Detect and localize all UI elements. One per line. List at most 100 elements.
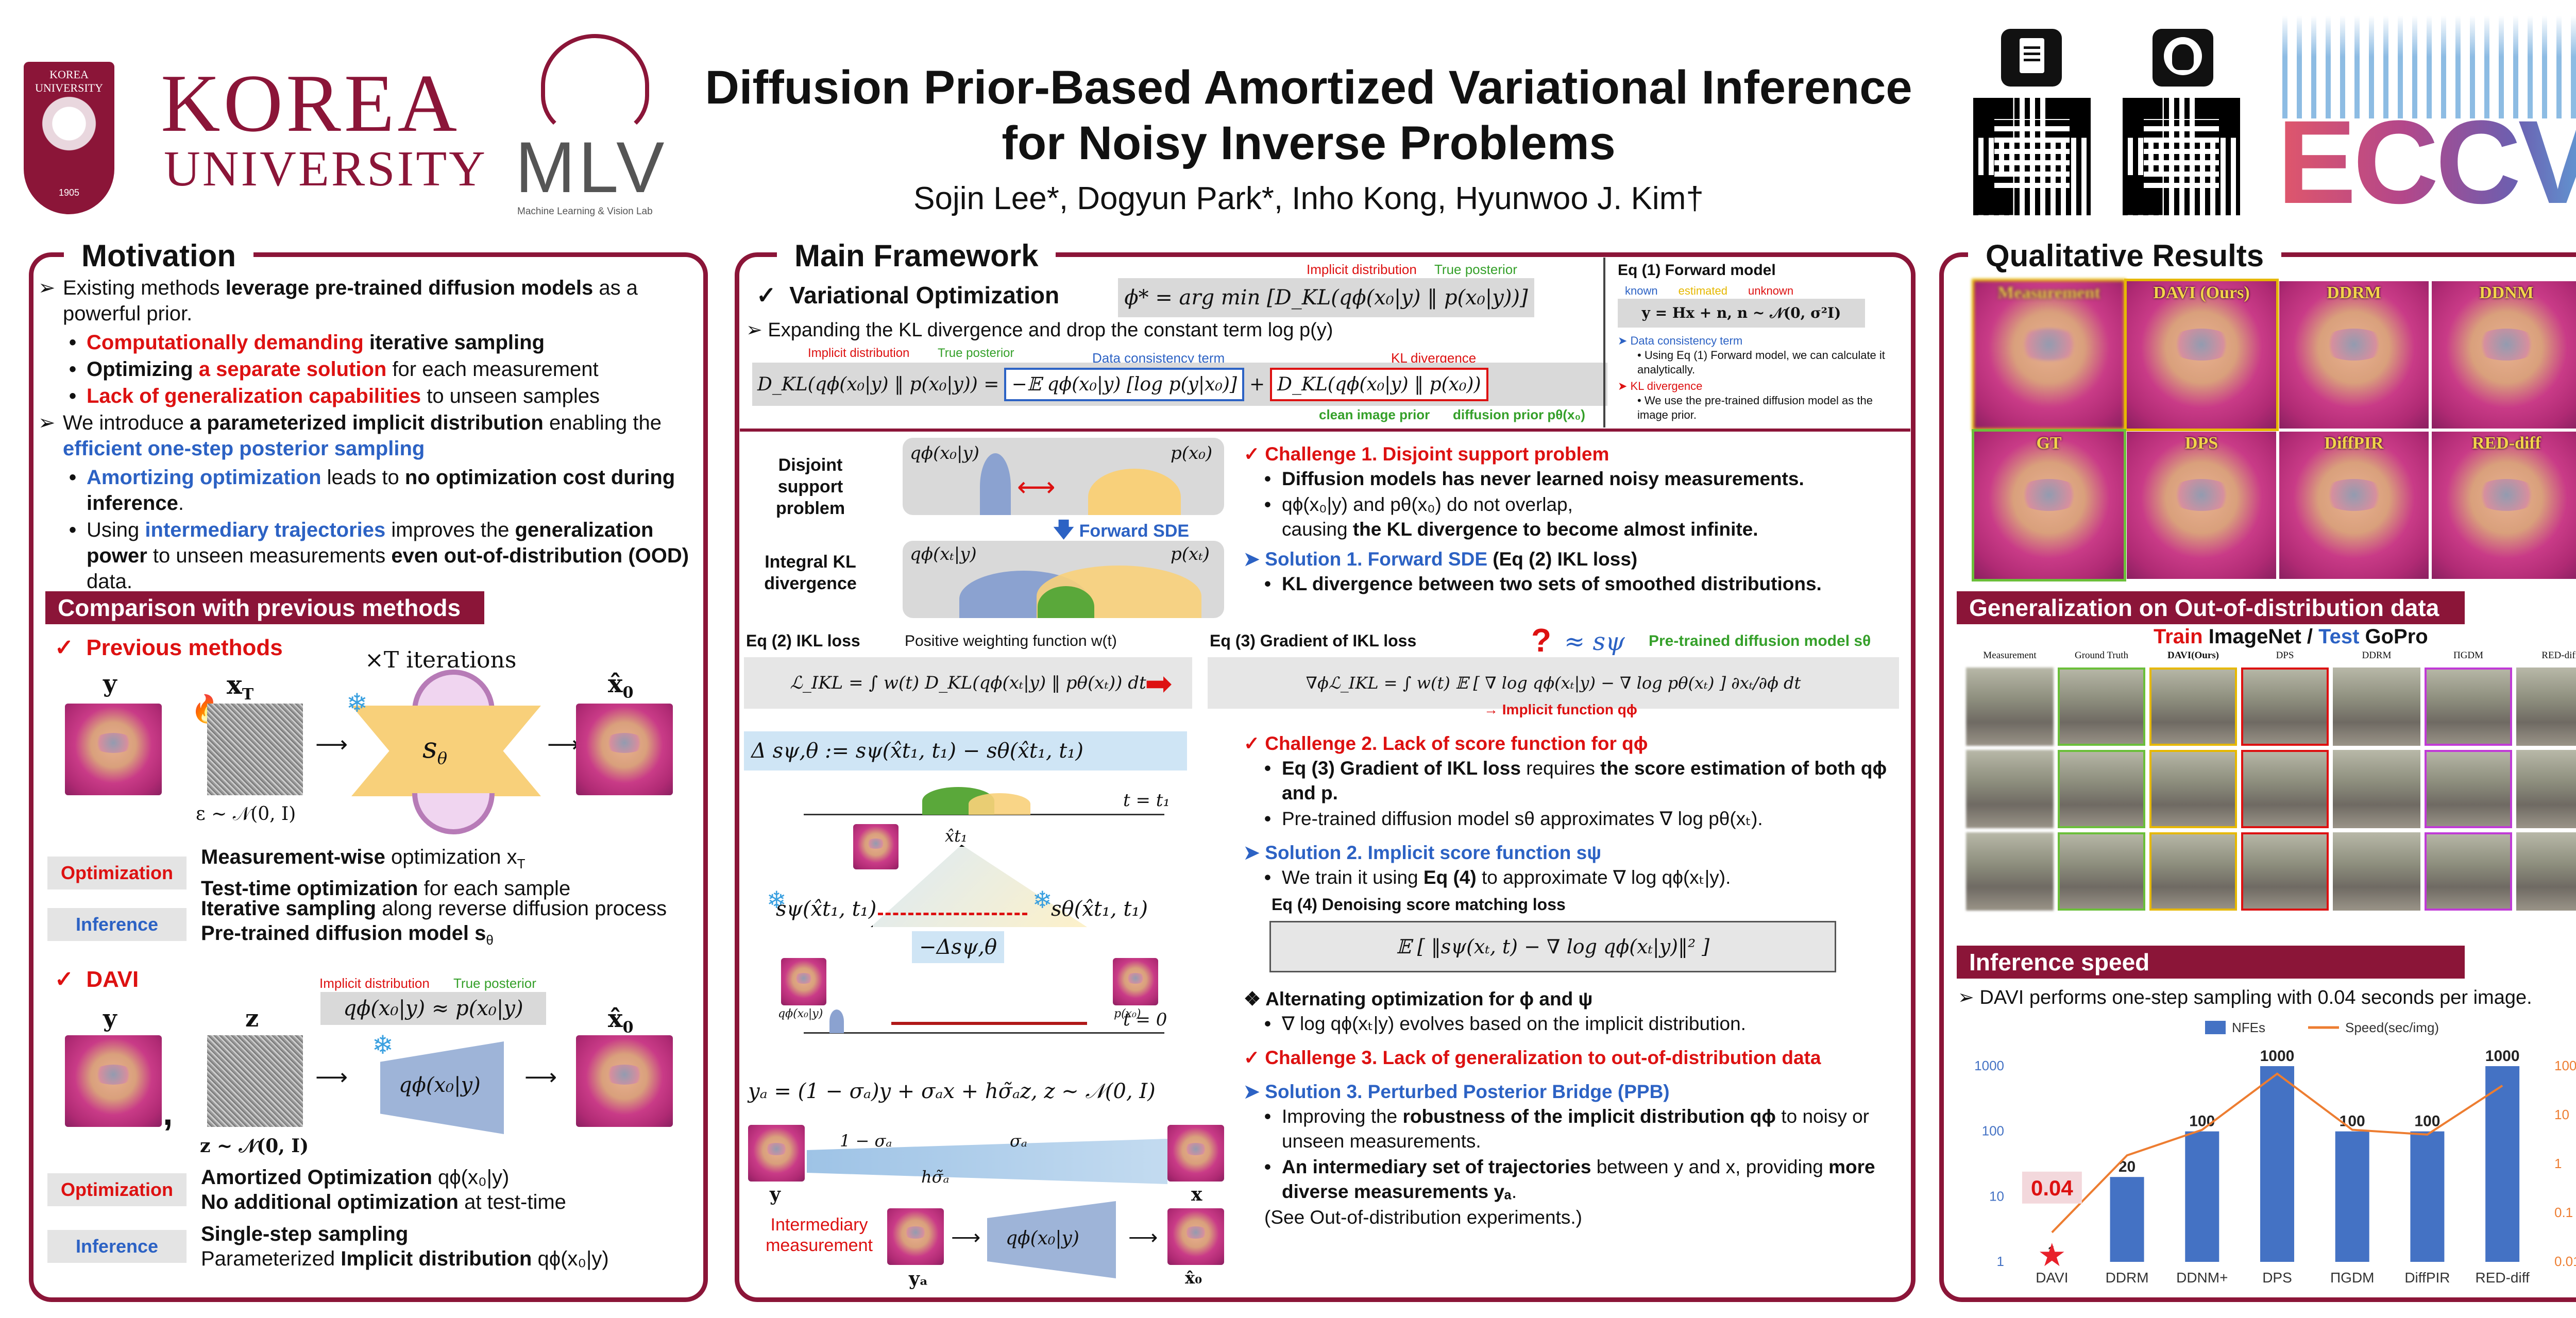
speed-chart: NFEsSpeed(sec/img)11010010000.010.111010… bbox=[1974, 1020, 2576, 1286]
motivation-sub-5: Using intermediary trajectories improves… bbox=[69, 517, 699, 594]
ppb-sigma: σₐ bbox=[1010, 1131, 1027, 1151]
legend-nfe-swatch bbox=[2205, 1021, 2226, 1034]
eq1-equation: y = Hx + n, n ~ 𝒩(0, σ²I) bbox=[1618, 299, 1865, 328]
ppb-equation: yₐ = (1 − σₐ)y + σₐx + hσ̃ₐz, z ~ 𝒩(0, I… bbox=[748, 1080, 1156, 1103]
ood-image bbox=[2241, 832, 2329, 911]
kl-implicit-label: Implicit distribution bbox=[808, 346, 910, 360]
iter-label: ×T iterations bbox=[365, 647, 517, 673]
eccv-skyline-icon bbox=[2282, 15, 2576, 118]
y-right-tick: 10 bbox=[2554, 1107, 2569, 1122]
davi-z-label: z bbox=[245, 1004, 259, 1032]
ood-image bbox=[1966, 750, 2054, 828]
c1-bullet-1: Diffusion models has never learned noisy… bbox=[1264, 467, 1908, 491]
ood-column-label: DDRM bbox=[2362, 650, 2392, 661]
eq1-title: Eq (1) Forward model bbox=[1618, 262, 1776, 279]
ood-column-label: DPS bbox=[2276, 650, 2294, 661]
arrow-icon: ⟶ bbox=[524, 1065, 557, 1090]
motivation-sub-3: Lack of generalization capabilities to u… bbox=[69, 383, 699, 409]
y-left-tick: 1000 bbox=[1974, 1058, 2004, 1073]
ood-column-label: RED-diff bbox=[2541, 650, 2576, 661]
arrow-icon: ⟶ bbox=[315, 732, 348, 757]
ood-image bbox=[2058, 667, 2145, 746]
ood-image bbox=[2149, 667, 2237, 746]
motivation-content: Existing methods leverage pre-trained di… bbox=[38, 275, 699, 595]
y-left-tick: 1 bbox=[1997, 1254, 2004, 1269]
eq3-pretrained: Pre-trained diffusion model sθ bbox=[1649, 632, 1871, 649]
snowflake-icon: ❄ bbox=[767, 886, 787, 913]
speed-highlight-label: 0.04 bbox=[2031, 1176, 2073, 1200]
alt-bullet-1: ∇ log qϕ(xₜ|y) evolves based on the impl… bbox=[1264, 1012, 1908, 1036]
ood-grid: Measurement Ground Truth DAVI(Ours) DPS DDRM… bbox=[1966, 650, 2576, 933]
eq3-implicit-label: → Implicit function qϕ bbox=[1484, 701, 1637, 717]
davi-output-image bbox=[576, 1035, 673, 1127]
t0-label: t = 0 bbox=[1123, 1009, 1167, 1030]
t0-line bbox=[804, 1032, 1164, 1034]
poster-title-line1: Diffusion Prior-Based Amortized Variatio… bbox=[705, 61, 1912, 114]
inter-meas-label: Intermediary measurement bbox=[766, 1215, 873, 1255]
ood-image bbox=[1966, 667, 2054, 746]
eq3-approx: ≈ sψ bbox=[1564, 627, 1625, 656]
github-qr-code[interactable] bbox=[2123, 98, 2240, 215]
motivation-bullet-1: Existing methods leverage pre-trained di… bbox=[38, 275, 699, 327]
red-timeline bbox=[891, 1022, 1087, 1025]
ya-label: yₐ bbox=[909, 1268, 928, 1290]
ood-image bbox=[2333, 750, 2420, 828]
davi-x0hat-label: x̂0 bbox=[608, 1004, 634, 1037]
ppb-h-sigma: hσ̃ₐ bbox=[921, 1167, 950, 1187]
paper-icon[interactable] bbox=[2001, 29, 2062, 87]
ood-column-label: DAVI(Ours) bbox=[2167, 650, 2219, 661]
motivation-sub-2: Optimizing a separate solution for each … bbox=[69, 356, 699, 382]
vo-heading: ✓ Variational Optimization bbox=[756, 282, 1060, 309]
y-right-tick: 0.01 bbox=[2554, 1254, 2576, 1269]
arrow-icon: ⟶ bbox=[315, 1065, 348, 1090]
ood-image bbox=[2058, 832, 2145, 911]
snowflake-icon: ❄ bbox=[1032, 886, 1053, 913]
q-label: qϕ(xₜ|y) bbox=[910, 544, 977, 564]
seal-text: KOREA UNIVERSITY bbox=[35, 68, 103, 94]
qualitative-grid: Measurement DAVI (Ours) DDRM DDNM GT DPS DiffP… bbox=[1972, 279, 2576, 583]
davi-noise-image bbox=[207, 1035, 303, 1127]
lab-name: MLV bbox=[515, 127, 668, 208]
x-t1-image bbox=[853, 824, 899, 869]
legend-speed-label: Speed(sec/img) bbox=[2345, 1020, 2439, 1035]
eq3-equation: ∇ϕℒ_IKL = ∫ w(t) 𝔼 [ ∇ log qϕ(xₜ|y) − ∇ … bbox=[1208, 657, 1899, 709]
y-left-tick: 100 bbox=[1982, 1123, 2004, 1139]
prev-inference-row: Inference Iterative sampling along rever… bbox=[47, 896, 667, 952]
paper-qr-code[interactable] bbox=[1973, 98, 2091, 215]
qualitative-image: DAVI (Ours) bbox=[2124, 279, 2279, 431]
s-psi-label: sψ(x̂t₁, t₁) bbox=[776, 897, 877, 921]
qualitative-label: DiffPIR bbox=[2324, 434, 2384, 453]
kl-true-label: True posterior bbox=[938, 346, 1014, 360]
davi-z-dist: z ~ 𝒩(0, I) bbox=[200, 1135, 309, 1157]
university-name-line1: KOREA bbox=[161, 57, 461, 149]
seal-year: 1905 bbox=[58, 187, 80, 198]
ood-image bbox=[2516, 832, 2576, 911]
ya-image bbox=[887, 1208, 944, 1265]
prev-xT-label: xT bbox=[227, 670, 254, 704]
disjoint-plot: ⟷ qϕ(x₀|y) p(x₀) bbox=[903, 438, 1224, 515]
qualitative-label: DPS bbox=[2184, 434, 2218, 453]
kl-plus: + bbox=[1249, 373, 1265, 395]
davi-y-label: y bbox=[103, 1004, 117, 1032]
speed-highlight-box bbox=[2022, 1171, 2082, 1204]
ood-image bbox=[2333, 832, 2420, 911]
legend-nfe-label: NFEs bbox=[2232, 1020, 2265, 1035]
nfe-bar bbox=[2260, 1066, 2294, 1262]
vo-equation: ϕ* = arg min [D_KL(qϕ(x₀|y) ‖ p(x₀|y))] bbox=[1118, 278, 1534, 317]
ppb-output-image bbox=[1167, 1208, 1224, 1265]
qualitative-image: GT bbox=[1972, 429, 2126, 581]
qualitative-image: RED-diff bbox=[2432, 432, 2576, 579]
motivation-title: Motivation bbox=[64, 238, 253, 274]
kl-equation-row: D_KL(qϕ(x₀|y) ‖ p(x₀|y)) = −𝔼 qϕ(x₀|y) [… bbox=[752, 363, 1607, 406]
red-arrow-icon: ➡ bbox=[1145, 665, 1173, 702]
github-icon[interactable] bbox=[2153, 29, 2213, 87]
davi-true-post-label: True posterior bbox=[453, 975, 536, 991]
nfe-bar bbox=[2185, 1131, 2219, 1262]
kl-term1: −𝔼 qϕ(x₀|y) [log p(y|x₀)] bbox=[1004, 367, 1244, 401]
nfe-bar bbox=[2410, 1131, 2445, 1262]
prev-measurement-image bbox=[65, 704, 162, 795]
eq4-title: Eq (4) Denoising score matching loss bbox=[1272, 895, 1566, 914]
inference-tag: Inference bbox=[47, 1230, 187, 1263]
challenge-3: ✓ Challenge 3. Lack of generalization to… bbox=[1244, 1047, 1821, 1068]
eq3-title: Eq (3) Gradient of IKL loss bbox=[1210, 631, 1417, 650]
